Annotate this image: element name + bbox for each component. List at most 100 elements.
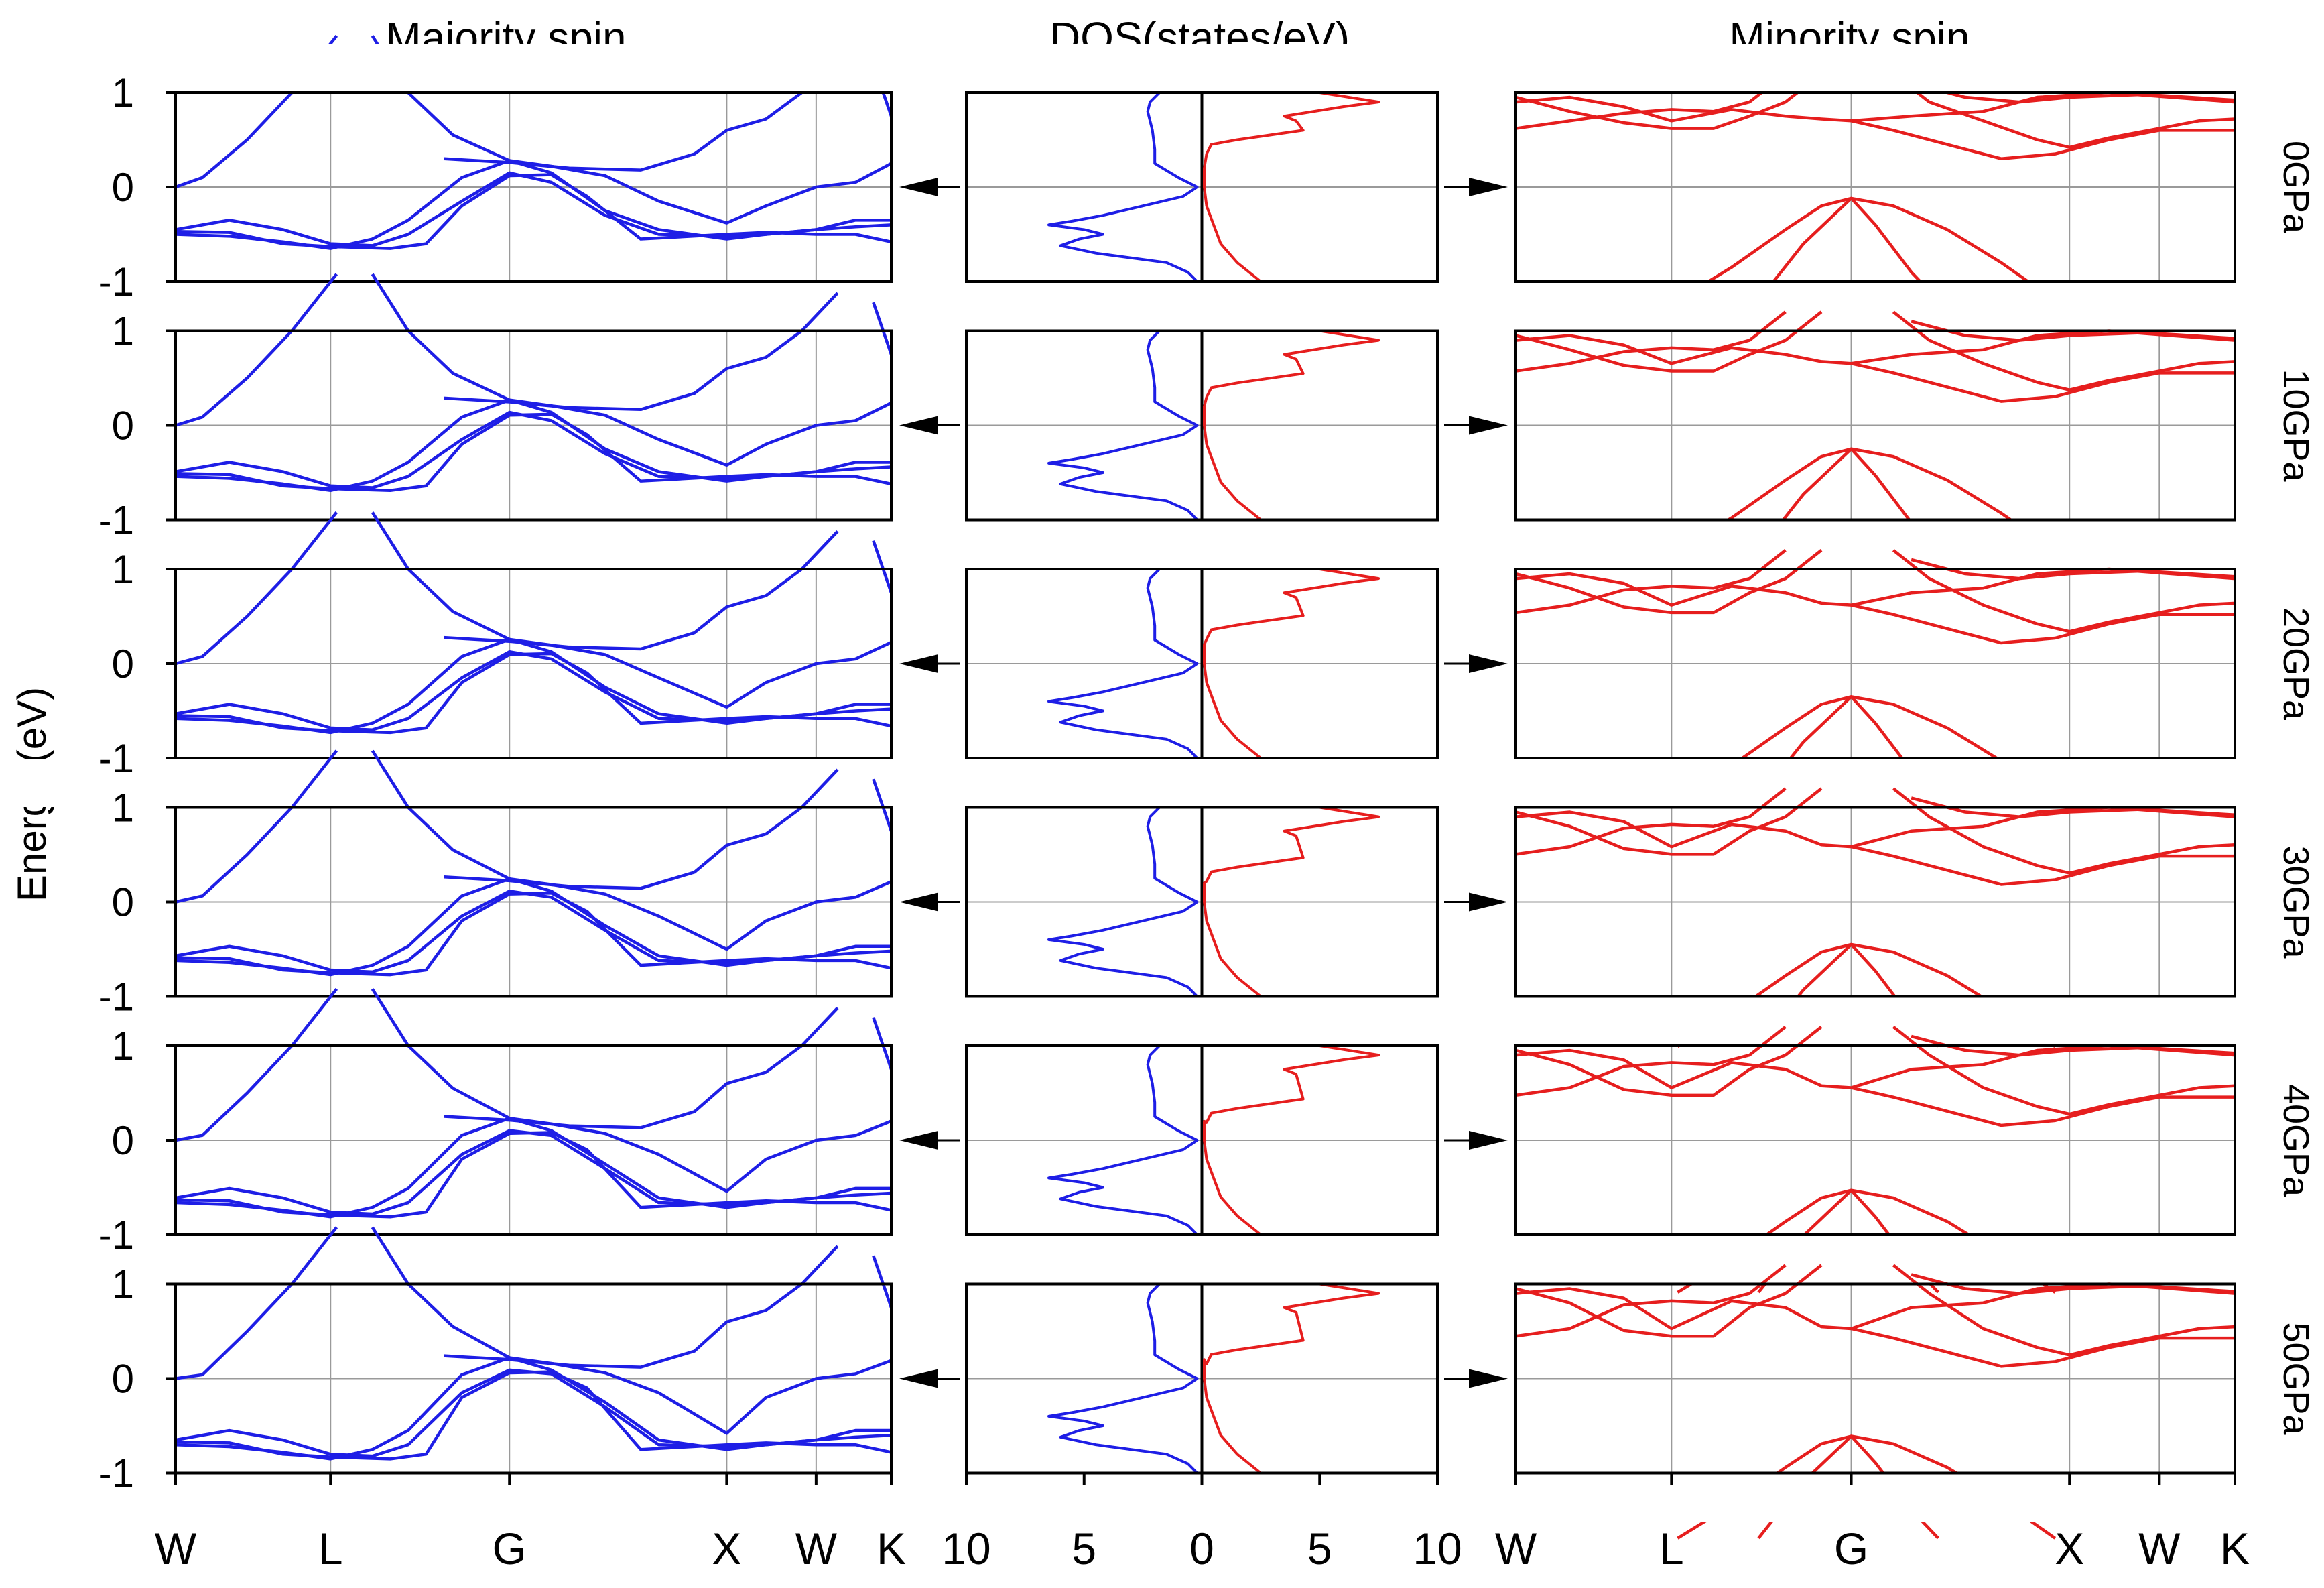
y-tick-label: -1 <box>99 1451 134 1496</box>
minority-band-3 <box>1515 567 2236 607</box>
arrow-right-head <box>1469 1131 1508 1150</box>
majority-kpoint-label: K <box>877 1524 906 1573</box>
panel-rows: 0GPa 1 0 -1 10GPa 1 0 -1 20GPa 1 0 -1 30GPa 1 0 -1 40GPa… <box>0 35 2324 1540</box>
y-tick-label: 0 <box>112 1357 134 1402</box>
pressure-label: 0GPa <box>2276 141 2316 234</box>
minority-band-1 <box>1515 310 1823 373</box>
column-titles: Majority spin DOS(states/eV) Minority sp… <box>385 13 1970 62</box>
panel-frame-top <box>965 1044 1439 1236</box>
arrow-left-head <box>899 892 938 912</box>
clip-mask <box>0 997 2324 1046</box>
majority-band-1 <box>175 988 338 1142</box>
dos-minority-curve <box>1203 91 1380 283</box>
clip-mask <box>0 1236 2324 1284</box>
dos-panel <box>965 329 1439 522</box>
pressure-label: 50GPa <box>2276 1322 2316 1435</box>
majority-band-2 <box>371 1226 892 1435</box>
majority-band-5 <box>175 171 891 247</box>
minority-band-2 <box>1515 1026 1787 1097</box>
y-tick-label: 0 <box>112 642 134 686</box>
majority-band-1 <box>175 749 338 904</box>
arrow-left-head <box>899 178 938 196</box>
minority-kpoint-label: G <box>1834 1524 1868 1573</box>
panel-frame-top <box>965 568 1439 759</box>
panel-frame-top <box>174 91 893 283</box>
dos-tick-label: 5 <box>1072 1524 1096 1573</box>
y-tick-label: 1 <box>112 547 134 592</box>
majority-band-4 <box>872 1016 893 1070</box>
panel-frame-top <box>174 1044 893 1236</box>
panel-frame-top <box>1514 1282 2236 1475</box>
arrow-right-head <box>1469 1369 1508 1388</box>
dos-minority-curve <box>1203 1044 1380 1236</box>
minority-band-3 <box>1515 806 2236 849</box>
majority-kpoint-label: W <box>155 1524 197 1573</box>
clip-mask <box>0 1474 2324 1522</box>
minority-band-4 <box>1851 603 2235 645</box>
majority-band-3 <box>444 54 839 172</box>
minority-band-4 <box>1851 845 2235 886</box>
arrow-left-head <box>899 654 938 673</box>
majority-band-1 <box>175 1226 338 1380</box>
panel-frame-top <box>1514 1044 2236 1236</box>
dos-majority-curve <box>1047 1283 1199 1474</box>
minority-band-3 <box>1515 329 2236 365</box>
pressure-label: 20GPa <box>2276 607 2316 721</box>
y-tick-label: -1 <box>99 736 134 781</box>
dos-minority-curve <box>1203 806 1380 998</box>
dos-panel <box>965 568 1439 759</box>
bottom-tick-labels: W WL LG GX XW WK K10 5 0 5 10 <box>155 1473 2250 1573</box>
majority-band-3 <box>444 1245 839 1369</box>
panel-frame-top <box>965 329 1439 522</box>
minority-band-6 <box>1911 1034 2236 1057</box>
y-tick-label: 0 <box>112 880 134 925</box>
majority-kpoint-label: W <box>795 1524 838 1573</box>
dos-panel <box>965 1044 1439 1236</box>
majority-band-1 <box>175 273 338 427</box>
majority-band-2 <box>371 988 892 1193</box>
majority-band-1 <box>175 511 338 666</box>
minority-band-2 <box>1515 1264 1787 1338</box>
panel-frame-top <box>174 806 893 998</box>
arrow-right-head <box>1469 892 1508 912</box>
arrow-right-head <box>1469 654 1508 673</box>
majority-band-4 <box>872 1255 893 1308</box>
minority-band-6 <box>1911 558 2236 581</box>
minority-band-4 <box>1851 1327 2235 1368</box>
minority-band-4 <box>1851 119 2235 160</box>
majority-band-3 <box>444 768 839 890</box>
panel-frame-top <box>1514 329 2236 522</box>
majority-band-2 <box>371 35 893 225</box>
y-tick-label: 0 <box>112 404 134 448</box>
majority-band-4 <box>872 302 893 355</box>
majority-band-3 <box>444 530 839 651</box>
dos-majority-curve <box>1047 568 1199 759</box>
majority-kpoint-label: X <box>712 1524 741 1573</box>
majority-band-7 <box>175 173 892 250</box>
panel-frame-top <box>1514 91 2236 283</box>
minority-band-3 <box>1515 1282 2236 1331</box>
majority-band-2 <box>371 273 893 467</box>
minority-band-2 <box>1515 549 1787 615</box>
panel-frame-top <box>965 91 1439 283</box>
pressure-label: 30GPa <box>2276 845 2316 959</box>
majority-band-4 <box>872 540 893 593</box>
minority-band-5 <box>1892 72 2236 149</box>
clip-mask <box>0 44 2324 91</box>
minority-kpoint-label: L <box>1659 1524 1684 1573</box>
y-tick-label: 0 <box>112 1118 134 1163</box>
dos-minority-curve <box>1203 568 1380 759</box>
panel-frame-top <box>174 329 893 522</box>
minority-kpoint-label: W <box>2138 1524 2181 1573</box>
y-tick-label: -1 <box>99 1213 134 1258</box>
majority-band-3 <box>444 292 839 412</box>
pressure-label: 10GPa <box>2276 369 2316 482</box>
dos-tick-label: 5 <box>1307 1524 1332 1573</box>
minority-band-5 <box>1892 787 2236 875</box>
dos-majority-curve <box>1047 91 1199 283</box>
minority-band-5 <box>1892 549 2236 633</box>
minority-band-4 <box>1851 1086 2235 1127</box>
minority-band-6 <box>1911 796 2236 818</box>
minority-band-2 <box>1515 310 1787 373</box>
dos-majority-curve <box>1047 1044 1199 1236</box>
